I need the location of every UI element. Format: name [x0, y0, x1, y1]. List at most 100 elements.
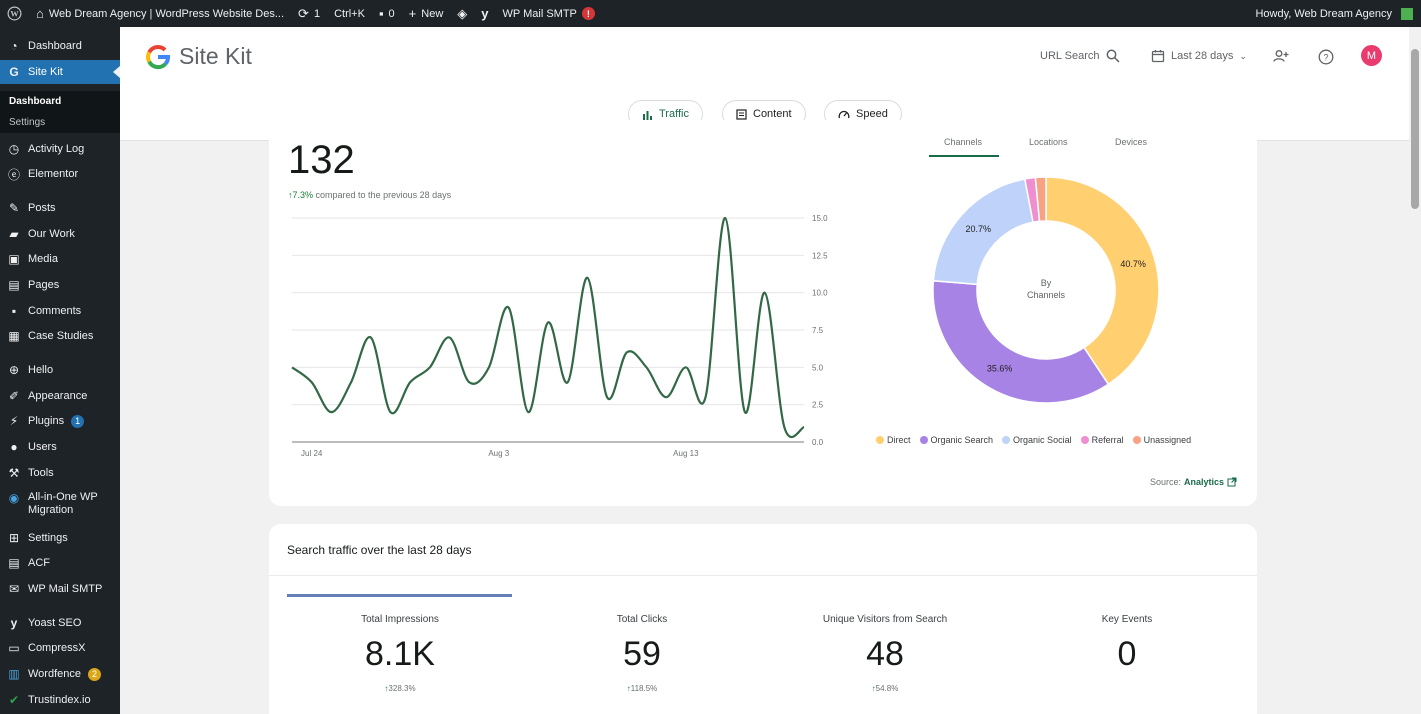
- sidebar-item-tools[interactable]: ⚒ Tools: [0, 461, 120, 485]
- donut-slice[interactable]: [1034, 176, 1047, 223]
- scrollbar-thumb[interactable]: [1411, 49, 1419, 209]
- sidebar-item-trustindex[interactable]: ✔ Trustindex.io: [0, 688, 120, 712]
- tab-channels[interactable]: Channels: [944, 137, 982, 147]
- sidebar-item-wp-mail-smtp[interactable]: ✉ WP Mail SMTP: [0, 577, 120, 601]
- diamond-menu[interactable]: ◈: [450, 0, 474, 27]
- submenu-settings[interactable]: Settings: [9, 117, 46, 128]
- metric-unique-visitors[interactable]: Unique Visitors from Search 48 ↑54.8%: [765, 614, 1005, 693]
- sidebar-item-pages[interactable]: ▤ Pages: [0, 273, 120, 297]
- tab-devices[interactable]: Devices: [1115, 137, 1147, 147]
- sidebar-item-sitekit[interactable]: G Site Kit: [0, 60, 120, 84]
- metric-change: ↑328.3%: [280, 684, 520, 693]
- sidebar-item-label: Case Studies: [28, 330, 94, 342]
- x-tick-label: Aug 13: [673, 449, 699, 458]
- slice-label: 35.6%: [987, 363, 1013, 373]
- wp-logo-menu[interactable]: W: [0, 0, 29, 27]
- legend-label: Referral: [1091, 435, 1124, 445]
- sidebar-item-media[interactable]: ▣ Media: [0, 247, 120, 271]
- metric-change-value: 54.8%: [875, 684, 899, 693]
- elementor-icon: ⓔ: [7, 167, 20, 182]
- comments-menu[interactable]: ▪ 0: [372, 0, 402, 27]
- mail-icon: ✉: [8, 582, 20, 596]
- dashboard-icon: ◔: [10, 39, 18, 53]
- sidebar-item-acf[interactable]: ▤ ACF: [0, 551, 120, 575]
- source-line: Source: Analytics: [1150, 477, 1237, 487]
- sidebar-item-dashboard[interactable]: ◔ Dashboard: [0, 34, 120, 58]
- my-account-menu[interactable]: Howdy, Web Dream Agency: [1248, 0, 1421, 27]
- sidebar-item-label: Yoast SEO: [28, 617, 82, 629]
- external-link-icon: [1227, 477, 1237, 487]
- sidebar-item-hello[interactable]: ⊕ Hello: [0, 358, 120, 382]
- admin-sidebar: ◔ Dashboard G Site Kit Dashboard Setting…: [0, 27, 120, 714]
- wordfence-icon: ▥: [8, 667, 20, 681]
- metric-total-impressions[interactable]: Total Impressions 8.1K ↑328.3%: [280, 614, 520, 693]
- help-icon: ?: [1318, 49, 1334, 65]
- legend-swatch: [876, 436, 884, 444]
- donut-center-line2: Channels: [1027, 290, 1066, 300]
- metric-value: 0: [1117, 635, 1137, 673]
- command-palette-shortcut[interactable]: Ctrl+K: [327, 0, 372, 27]
- help-button[interactable]: ?: [1318, 49, 1334, 65]
- acf-icon: ▤: [8, 556, 20, 570]
- sidebar-item-label: Activity Log: [28, 143, 85, 155]
- sidebar-item-case-studies[interactable]: ▦ Case Studies: [0, 324, 120, 348]
- y-tick-label: 15.0: [812, 214, 828, 223]
- wordpress-icon: W: [7, 6, 22, 21]
- wrench-icon: ⚒: [8, 466, 20, 480]
- metric-value: 59: [623, 635, 661, 673]
- submenu-dashboard[interactable]: Dashboard: [9, 96, 62, 107]
- active-tab-indicator: [929, 155, 999, 157]
- sidebar-item-all-in-one-migration[interactable]: ◉ All-in-One WP Migration: [0, 487, 120, 519]
- sidebar-item-compressx[interactable]: ▭ CompressX: [0, 636, 120, 660]
- sidebar-item-our-work[interactable]: ▰ Our Work: [0, 222, 120, 246]
- url-search-button[interactable]: URL Search: [1040, 49, 1120, 63]
- tab-locations[interactable]: Locations: [1029, 137, 1068, 147]
- smtp-label: WP Mail SMTP: [502, 7, 577, 20]
- sidebar-item-settings[interactable]: ⊞ Settings: [0, 526, 120, 550]
- y-tick-label: 12.5: [812, 251, 828, 260]
- calendar-icon: [1151, 50, 1165, 63]
- date-range-selector[interactable]: Last 28 days ⌄: [1151, 49, 1247, 63]
- sidebar-item-appearance[interactable]: ✐ Appearance: [0, 384, 120, 408]
- legend-label: Direct: [887, 435, 911, 445]
- compare-text: compared to the previous 28 days: [315, 190, 452, 200]
- legend-swatch: [919, 436, 928, 444]
- user-avatar: [1401, 7, 1413, 20]
- smtp-alert-badge: !: [581, 7, 595, 20]
- yoast-menu[interactable]: y: [474, 0, 495, 27]
- metric-value: 8.1K: [365, 635, 435, 673]
- updates-count: 1: [313, 7, 321, 20]
- site-name-menu[interactable]: ⌂ Web Dream Agency | WordPress Website D…: [29, 0, 291, 27]
- sidebar-item-elementor[interactable]: ⓔ Elementor: [0, 162, 120, 186]
- date-range-label: Last 28 days: [1171, 50, 1234, 62]
- sidebar-item-posts[interactable]: ✎ Posts: [0, 196, 120, 220]
- sidebar-item-plugins[interactable]: ⚡ Plugins 1: [0, 409, 120, 433]
- sidebar-item-wordfence[interactable]: ▥ Wordfence 2: [0, 662, 120, 686]
- metric-key-events[interactable]: Key Events 0: [1007, 614, 1247, 674]
- new-content-menu[interactable]: + New: [402, 0, 451, 27]
- user-icon: ●: [10, 440, 18, 454]
- compress-icon: ▭: [8, 641, 20, 655]
- sidebar-item-activity-log[interactable]: ◷ Activity Log: [0, 137, 120, 161]
- aio-label-line1: All-in-One WP: [28, 491, 98, 503]
- sidebar-item-comments[interactable]: ▪ Comments: [0, 299, 120, 323]
- donut-slice[interactable]: [932, 279, 1110, 404]
- page-scrollbar[interactable]: [1409, 27, 1421, 714]
- sidebar-item-label: Plugins: [28, 415, 65, 427]
- sidebar-item-label: Site Kit: [28, 66, 63, 78]
- slice-label: 40.7%: [1120, 259, 1146, 269]
- wp-mail-smtp-menu[interactable]: WP Mail SMTP !: [496, 0, 602, 27]
- account-avatar[interactable]: M: [1361, 45, 1382, 66]
- sidebar-item-label: Elementor: [28, 168, 79, 180]
- metric-total-clicks[interactable]: Total Clicks 59 ↑118.5%: [522, 614, 762, 693]
- updates-menu[interactable]: ⟳ 1: [291, 0, 327, 27]
- sidebar-item-users[interactable]: ● Users: [0, 435, 120, 459]
- analytics-link[interactable]: Analytics: [1184, 477, 1225, 487]
- plugin-icon: ⚡: [9, 414, 19, 428]
- sidebar-item-label: Media: [28, 253, 58, 265]
- sidebar-item-yoast-seo[interactable]: y Yoast SEO: [0, 611, 120, 635]
- donut-slice[interactable]: [1045, 176, 1160, 386]
- migration-icon: ◉: [8, 490, 20, 505]
- google-g-icon: G: [9, 65, 19, 79]
- add-user-button[interactable]: [1273, 49, 1289, 63]
